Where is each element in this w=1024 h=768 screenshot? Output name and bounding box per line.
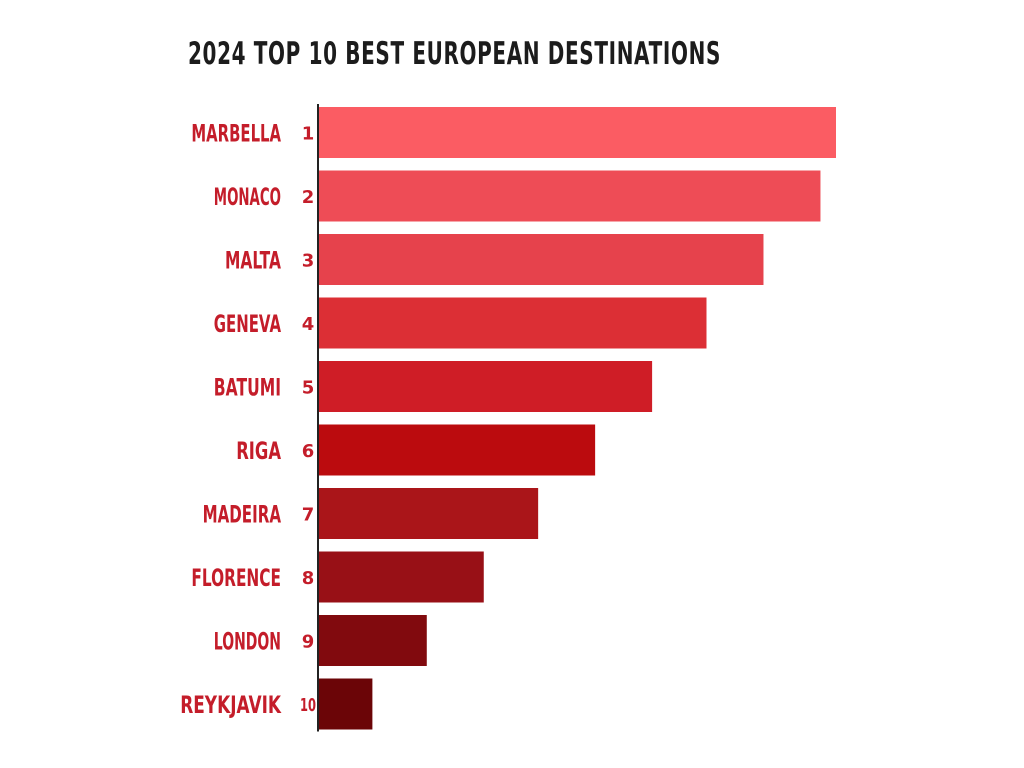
rank-label: 1 bbox=[302, 124, 315, 145]
rank-label: 6 bbox=[302, 441, 315, 462]
bars-group bbox=[318, 107, 836, 730]
rank-label: 7 bbox=[302, 505, 315, 526]
rank-label: 2 bbox=[302, 187, 315, 208]
bar-riga bbox=[318, 424, 596, 476]
rank-label: 8 bbox=[302, 568, 315, 589]
rank-label: 3 bbox=[302, 251, 315, 272]
rank-label: 10 bbox=[300, 695, 316, 716]
destination-label: FLORENCE bbox=[191, 564, 281, 592]
destination-label: MALTA bbox=[225, 247, 281, 275]
destination-label: BATUMI bbox=[214, 374, 281, 402]
bar-london bbox=[318, 615, 427, 666]
rank-label: 5 bbox=[302, 378, 315, 399]
destination-label: GENEVA bbox=[214, 310, 281, 338]
bar-malta bbox=[318, 234, 764, 285]
chart-title: 2024 TOP 10 BEST EUROPEAN DESTINATIONS bbox=[188, 36, 721, 72]
bar-reykjavik bbox=[318, 678, 373, 730]
destination-label: MADEIRA bbox=[203, 501, 282, 529]
rank-label: 4 bbox=[302, 314, 315, 335]
destination-label: MARBELLA bbox=[191, 120, 281, 148]
bar-marbella bbox=[318, 107, 836, 158]
destination-label: RIGA bbox=[236, 437, 281, 465]
destination-label: MONACO bbox=[214, 183, 281, 211]
labels-group: MARBELLA 1 MONACO 2 MALTA 3 GENEVA 4 BATUMI 5 RIGA… bbox=[180, 120, 316, 720]
bar-madeira bbox=[318, 488, 539, 539]
bar-florence bbox=[318, 551, 484, 603]
rank-label: 9 bbox=[302, 632, 315, 653]
bar-monaco bbox=[318, 170, 821, 222]
destination-label: LONDON bbox=[214, 628, 281, 656]
bar-batumi bbox=[318, 361, 653, 412]
bar-geneva bbox=[318, 297, 707, 349]
destination-label: REYKJAVIK bbox=[180, 691, 282, 719]
